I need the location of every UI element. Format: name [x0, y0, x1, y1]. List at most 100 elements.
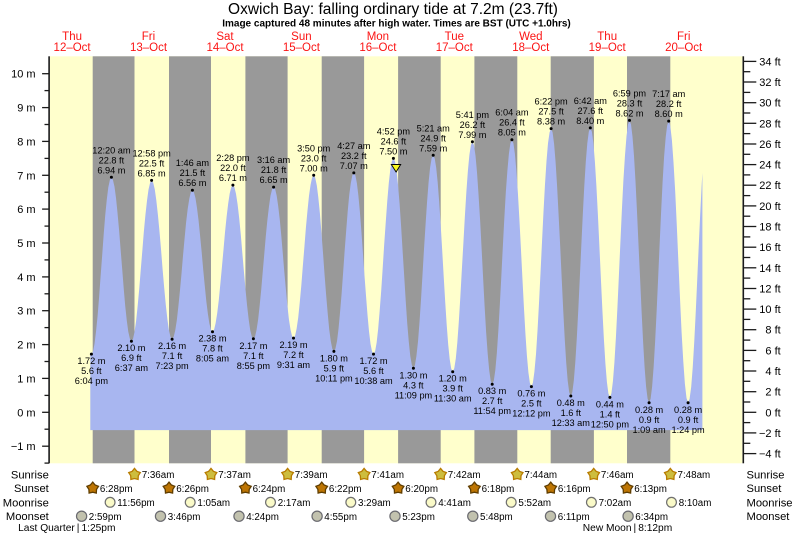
svg-text:9 m: 9 m: [17, 103, 35, 115]
svg-text:Mon: Mon: [367, 31, 389, 43]
svg-text:6:16pm: 6:16pm: [558, 484, 591, 495]
svg-text:6 m: 6 m: [17, 204, 35, 216]
svg-text:6.71 m: 6.71 m: [219, 173, 247, 183]
svg-text:26.4 ft: 26.4 ft: [499, 118, 525, 128]
svg-text:3:16 am: 3:16 am: [257, 155, 291, 165]
svg-text:Last Quarter | 1:25pm: Last Quarter | 1:25pm: [18, 523, 115, 534]
svg-text:11:56pm: 11:56pm: [117, 498, 154, 509]
svg-text:6:42 am: 6:42 am: [574, 96, 608, 106]
svg-text:23.2 ft: 23.2 ft: [341, 151, 367, 161]
svg-text:0.9 ft: 0.9 ft: [678, 415, 699, 425]
svg-text:1.72 m: 1.72 m: [359, 356, 387, 366]
svg-text:0 ft: 0 ft: [765, 407, 780, 419]
svg-text:7:39am: 7:39am: [295, 470, 328, 481]
svg-text:0.76 m: 0.76 m: [517, 389, 545, 399]
svg-text:8.38 m: 8.38 m: [537, 117, 565, 127]
svg-text:20–Oct: 20–Oct: [665, 42, 703, 54]
svg-text:7.2 ft: 7.2 ft: [283, 350, 304, 360]
svg-text:Thu: Thu: [597, 31, 617, 43]
svg-text:8:05 am: 8:05 am: [196, 354, 230, 364]
svg-text:6:59 pm: 6:59 pm: [613, 88, 647, 98]
svg-text:Sat: Sat: [216, 31, 234, 43]
svg-text:6:22pm: 6:22pm: [329, 484, 362, 495]
svg-text:2:59pm: 2:59pm: [89, 512, 122, 523]
svg-text:3:46pm: 3:46pm: [168, 512, 201, 523]
svg-text:Moonrise: Moonrise: [747, 497, 793, 509]
svg-text:23.0 ft: 23.0 ft: [301, 153, 327, 163]
svg-text:1:05am: 1:05am: [197, 498, 230, 509]
svg-text:7:23 pm: 7:23 pm: [155, 361, 189, 371]
svg-text:1.4 ft: 1.4 ft: [600, 409, 621, 419]
svg-text:12:33 am: 12:33 am: [552, 418, 591, 428]
svg-text:Wed: Wed: [519, 31, 542, 43]
svg-text:6:20pm: 6:20pm: [405, 484, 438, 495]
svg-text:6:18pm: 6:18pm: [482, 484, 515, 495]
svg-text:6:11pm: 6:11pm: [558, 512, 590, 523]
svg-text:4 ft: 4 ft: [765, 366, 780, 378]
svg-text:24.6 ft: 24.6 ft: [381, 136, 407, 146]
svg-text:5:21 am: 5:21 am: [417, 123, 451, 133]
svg-text:5:52am: 5:52am: [518, 498, 551, 509]
svg-text:32 ft: 32 ft: [759, 77, 780, 89]
svg-text:1 m: 1 m: [17, 373, 35, 385]
svg-text:6:04 am: 6:04 am: [495, 108, 529, 118]
svg-text:0.28 m: 0.28 m: [635, 405, 663, 415]
svg-text:Sunrise: Sunrise: [747, 470, 785, 482]
svg-text:8 m: 8 m: [17, 136, 35, 148]
svg-text:11:30 am: 11:30 am: [434, 394, 472, 404]
svg-text:14–Oct: 14–Oct: [206, 42, 244, 54]
svg-text:6:13pm: 6:13pm: [634, 484, 667, 495]
svg-text:Sunset: Sunset: [14, 483, 50, 495]
svg-text:7.59 m: 7.59 m: [419, 143, 447, 153]
svg-text:4:52 pm: 4:52 pm: [377, 126, 411, 136]
svg-text:8.40 m: 8.40 m: [576, 116, 604, 126]
svg-text:7:17 am: 7:17 am: [652, 89, 686, 99]
svg-text:Fri: Fri: [677, 31, 690, 43]
svg-text:6:28pm: 6:28pm: [100, 484, 133, 495]
svg-text:Image captured 48 minutes afte: Image captured 48 minutes after high wat…: [222, 19, 571, 30]
svg-text:5 m: 5 m: [17, 238, 35, 250]
svg-text:6:34pm: 6:34pm: [635, 512, 668, 523]
svg-text:21.5 ft: 21.5 ft: [180, 168, 206, 178]
svg-text:10 ft: 10 ft: [759, 304, 780, 316]
svg-text:6:22 pm: 6:22 pm: [534, 97, 568, 107]
svg-text:2:17am: 2:17am: [278, 498, 311, 509]
svg-text:2.16 m: 2.16 m: [158, 341, 186, 351]
svg-text:12 ft: 12 ft: [759, 284, 780, 296]
svg-text:4.3 ft: 4.3 ft: [403, 380, 424, 390]
svg-text:6:04 pm: 6:04 pm: [75, 376, 109, 386]
svg-text:7:48am: 7:48am: [678, 470, 711, 481]
svg-text:10:38 am: 10:38 am: [354, 376, 393, 386]
svg-text:0.83 m: 0.83 m: [478, 386, 506, 396]
svg-text:4:27 am: 4:27 am: [337, 141, 371, 151]
svg-text:22.0 ft: 22.0 ft: [220, 163, 246, 173]
svg-text:6 ft: 6 ft: [765, 345, 780, 357]
svg-text:3:29am: 3:29am: [358, 498, 391, 509]
svg-text:2.7 ft: 2.7 ft: [482, 396, 503, 406]
svg-text:2.38 m: 2.38 m: [198, 334, 226, 344]
svg-text:Sun: Sun: [291, 31, 311, 43]
svg-text:2 ft: 2 ft: [765, 387, 780, 399]
svg-text:2:28 pm: 2:28 pm: [216, 153, 250, 163]
svg-text:7.00 m: 7.00 m: [300, 163, 328, 173]
svg-text:30 ft: 30 ft: [759, 98, 780, 110]
svg-text:0.48 m: 0.48 m: [557, 398, 585, 408]
svg-text:16–Oct: 16–Oct: [359, 42, 397, 54]
svg-text:1.6 ft: 1.6 ft: [561, 408, 582, 418]
svg-text:28 ft: 28 ft: [759, 118, 780, 130]
svg-text:6:24pm: 6:24pm: [253, 484, 286, 495]
svg-text:12:12 pm: 12:12 pm: [512, 409, 551, 419]
svg-text:0 m: 0 m: [17, 407, 35, 419]
svg-text:5.6 ft: 5.6 ft: [81, 366, 102, 376]
svg-text:28.2 ft: 28.2 ft: [656, 99, 682, 109]
svg-text:1:24 pm: 1:24 pm: [671, 425, 705, 435]
svg-text:8.60 m: 8.60 m: [655, 109, 683, 119]
svg-text:14 ft: 14 ft: [759, 263, 780, 275]
svg-text:22.5 ft: 22.5 ft: [139, 158, 165, 168]
svg-text:2.5 ft: 2.5 ft: [521, 399, 542, 409]
svg-text:22 ft: 22 ft: [759, 180, 780, 192]
svg-text:6.56 m: 6.56 m: [178, 178, 206, 188]
svg-text:4:55pm: 4:55pm: [324, 512, 357, 523]
svg-text:5:41 pm: 5:41 pm: [456, 110, 490, 120]
svg-text:6.65 m: 6.65 m: [260, 175, 288, 185]
